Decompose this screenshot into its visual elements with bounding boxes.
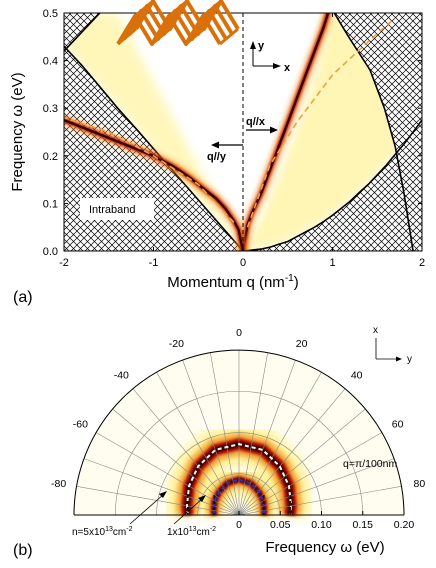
lattice-bond (151, 27, 171, 46)
intraband-boundary-left (64, 45, 244, 251)
radial-tick-label: 0.20 (394, 519, 415, 531)
angle-tick-label: 20 (296, 338, 308, 350)
polar-spoke (95, 432, 240, 516)
angle-tick-label: -80 (51, 478, 66, 490)
dashed-curve-high-density (185, 443, 293, 516)
y-tick-label: 0.5 (43, 8, 58, 20)
axes-orientation-icon-a: y x (250, 40, 291, 74)
polar-spoke (238, 352, 268, 516)
angle-tick-label: 40 (351, 370, 363, 382)
polar-spoke (182, 359, 240, 516)
polar-outer-ring (73, 349, 405, 516)
panel-a: -2 -1 0 1 20.00.10.20.30.40.5 y x q//x q//y … (9, 0, 425, 306)
lattice-bond (168, 0, 188, 18)
y-tick-label: 0.2 (43, 151, 58, 163)
polar-spoke (210, 352, 240, 516)
panel-b-xlabel: Frequency ω (eV) (265, 539, 384, 556)
radial-tick-label: 0 (236, 519, 242, 531)
radial-tick-label: 0.15 (353, 519, 374, 531)
density-label-low: 1x1013cm-2 (167, 526, 216, 538)
q-direction-annotations: q//x q//y (207, 116, 278, 163)
density-annotations: n=5x1013cm-2 1x1013cm-2 (72, 491, 216, 538)
panel-b-label: (b) (13, 542, 33, 559)
q-parallel-x-label: q//x (246, 116, 266, 128)
lattice-bond (134, 0, 154, 18)
panel-a-label: (a) (13, 289, 33, 306)
polar-spoke (112, 408, 240, 516)
angle-tick-label: -60 (73, 418, 88, 430)
intraband-boundary-right (242, 119, 422, 251)
intraband-label-box (80, 198, 154, 220)
radial-tick-label: 0.10 (311, 519, 332, 531)
x-tick-label: -2 (59, 257, 69, 269)
lattice-bond (202, 0, 222, 18)
axis-y-label-b: y (407, 354, 412, 365)
radial-tick-label: 0.05 (270, 519, 291, 531)
dashed-fit-right (246, 17, 396, 228)
interband-boundary-right (333, 13, 414, 251)
polar-spoke (132, 388, 240, 516)
q-parallel-y-label: q//y (207, 151, 227, 163)
panel-b-curves (185, 443, 293, 516)
y-tick-label: 0.1 (43, 198, 58, 210)
y-tick-label: 0.4 (43, 56, 58, 68)
x-tick-label: -1 (149, 257, 159, 269)
panel-a-xlabel: Momentum q (nm-1) (167, 273, 298, 291)
angle-tick-label: -20 (169, 338, 184, 350)
polar-spoke (83, 458, 240, 516)
lattice-bond (185, 27, 205, 46)
interband-region-right (334, 13, 422, 251)
polar-spoke (238, 359, 296, 516)
phosphorene-lattice-image (116, 0, 240, 46)
axes-orientation-icon-b: x y (373, 325, 412, 365)
polar-spoke (238, 432, 383, 516)
y-tick-label: 0.0 (43, 246, 58, 258)
y-tick-label: 0.3 (43, 103, 58, 115)
polar-spoke (238, 408, 366, 516)
panel-b: 0 0.05 0.10 0.15 0.20 -80 -60 -40 -20 0 20 40 60 80 x… (13, 325, 425, 559)
polar-spoke (76, 486, 240, 516)
panel-b-ticks: 0 0.05 0.10 0.15 0.20 -80 -60 -40 -20 0 20 40 60 80 (51, 327, 425, 531)
plasmon-branch-y (64, 118, 245, 251)
lattice-bond (117, 27, 137, 46)
x-tick-label: 1 (329, 257, 335, 269)
dashed-fit-left (64, 116, 235, 223)
intraband-region-right (243, 120, 422, 251)
angle-tick-label: -40 (114, 370, 129, 382)
axis-x-label-b: x (373, 325, 378, 336)
polar-spoke (156, 371, 240, 516)
panel-b-polar-grid (73, 349, 405, 516)
polar-spoke (238, 371, 322, 516)
glow-region-left (64, 13, 243, 251)
intraband-label: Intraband (89, 204, 135, 216)
x-tick-label: 0 (240, 257, 246, 269)
dashed-curve-low-density (212, 478, 266, 516)
x-tick-label: 2 (419, 257, 425, 269)
angle-tick-label: 60 (392, 418, 404, 430)
q-value-label: q=π/100nm (343, 458, 397, 470)
polar-spoke (238, 388, 346, 516)
panel-a-ylabel: Frequency ω (eV) (9, 72, 26, 191)
panel-a-curves (64, 13, 422, 251)
density-label-high: n=5x1013cm-2 (72, 526, 133, 538)
polar-spoke (238, 458, 395, 516)
panel-a-ticks: -2 -1 0 1 2 0.0 0.1 0.2 0.3 0.4 0.5 (43, 8, 425, 269)
interband-boundary-left (64, 13, 101, 52)
angle-tick-label: 0 (236, 327, 242, 339)
axis-x-label-a: x (284, 62, 291, 74)
angle-tick-label: 80 (414, 478, 426, 490)
lattice-bond (219, 27, 239, 46)
axis-y-label-a: y (258, 40, 265, 52)
polar-spoke (238, 486, 402, 516)
